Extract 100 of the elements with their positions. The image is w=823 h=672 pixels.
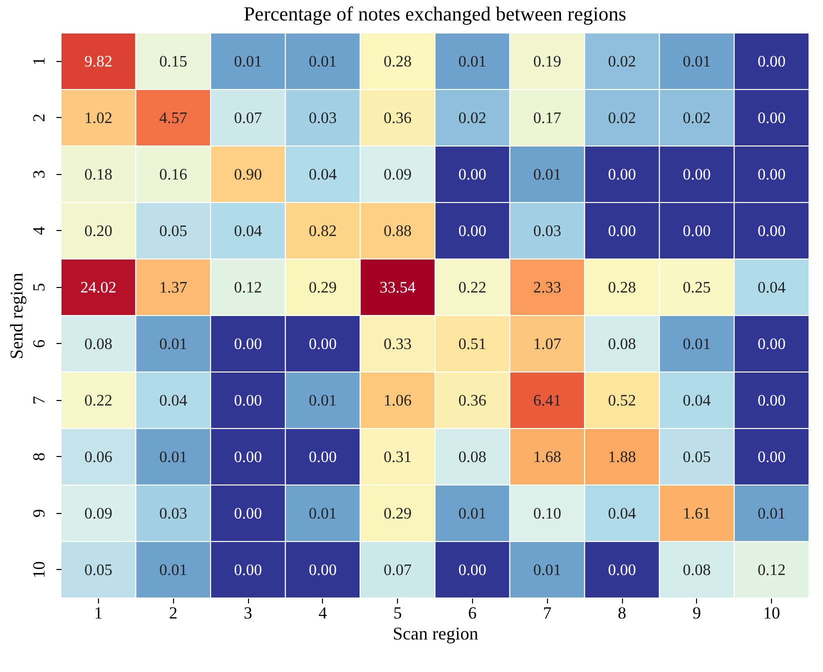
data-label: 0.01 (682, 53, 711, 70)
x-tick-label: 5 (393, 604, 402, 622)
data-label: 0.05 (159, 222, 188, 240)
data-label: 0.00 (458, 562, 486, 579)
data-label: 0.00 (458, 166, 486, 184)
data-label: 1.88 (608, 448, 636, 466)
data-label: 0.03 (159, 505, 188, 522)
data-label: 0.06 (84, 448, 112, 466)
y-tick-label: 5 (30, 283, 48, 292)
data-label: 0.36 (384, 110, 412, 127)
data-label: 0.28 (608, 279, 636, 296)
data-label: 0.09 (384, 166, 412, 184)
data-label: 0.08 (682, 562, 711, 579)
data-label: 0.00 (758, 448, 786, 466)
x-tick-label: 3 (244, 604, 252, 622)
data-label: 0.00 (234, 562, 262, 579)
data-label: 24.02 (80, 279, 116, 296)
y-tick-label: 9 (30, 509, 48, 518)
data-label: 1.68 (533, 448, 562, 466)
data-label: 0.02 (608, 110, 636, 127)
data-label: 0.12 (234, 279, 262, 296)
data-label: 0.00 (682, 222, 711, 240)
data-label: 6.41 (533, 392, 562, 410)
data-label: 1.07 (533, 336, 562, 353)
y-axis-title: Send region (6, 272, 26, 360)
y-tick-label: 6 (30, 340, 48, 348)
data-label: 0.01 (533, 166, 562, 184)
y-tick-label: 1 (30, 57, 48, 66)
data-label: 0.09 (84, 505, 112, 522)
data-label: 0.01 (458, 505, 486, 522)
data-label: 0.05 (682, 448, 711, 466)
data-label: 0.31 (384, 448, 412, 466)
data-label: 4.57 (159, 110, 188, 127)
data-label: 0.28 (384, 53, 412, 70)
data-label: 0.03 (533, 222, 562, 240)
chart-title: Percentage of notes exchanged between regions (244, 4, 627, 26)
data-label: 0.05 (84, 562, 112, 579)
data-label: 0.00 (608, 166, 636, 184)
data-label: 0.00 (758, 222, 786, 240)
data-label: 0.00 (682, 166, 711, 184)
data-label: 1.06 (384, 392, 412, 410)
data-label: 0.07 (234, 110, 262, 127)
data-label: 0.04 (234, 222, 262, 240)
data-label: 0.00 (234, 505, 262, 522)
data-label: 0.90 (234, 166, 262, 184)
data-label: 0.02 (608, 53, 636, 70)
x-tick-label: 10 (763, 604, 780, 622)
data-label: 0.16 (159, 166, 188, 184)
data-label: 2.33 (533, 279, 562, 296)
data-label: 0.08 (458, 448, 486, 466)
x-axis-title: Scan region (392, 624, 478, 644)
x-tick-label: 8 (618, 604, 626, 622)
y-tick-label: 4 (30, 226, 48, 235)
data-label: 0.25 (682, 279, 711, 296)
data-label: 0.04 (308, 166, 337, 184)
data-label: 0.18 (84, 166, 112, 184)
data-label: 1.37 (159, 279, 188, 296)
data-label: 0.29 (308, 279, 337, 296)
data-label: 0.02 (682, 110, 711, 127)
data-label: 0.19 (533, 53, 562, 70)
data-label: 0.00 (234, 448, 262, 466)
data-label: 0.04 (682, 392, 711, 410)
data-label: 0.10 (533, 505, 562, 522)
data-label: 0.00 (758, 166, 786, 184)
data-label: 0.08 (608, 336, 636, 353)
data-label: 0.12 (758, 562, 786, 579)
x-tick-label: 4 (318, 604, 328, 622)
data-label: 0.01 (234, 53, 262, 70)
data-label: 0.82 (308, 222, 337, 240)
data-label: 0.00 (234, 336, 262, 353)
data-label: 0.01 (159, 336, 188, 353)
data-label: 0.00 (458, 222, 486, 240)
data-label: 0.00 (758, 336, 786, 353)
data-label: 0.08 (84, 336, 112, 353)
data-label: 0.00 (308, 336, 337, 353)
data-label: 0.15 (159, 53, 188, 70)
data-label: 9.82 (84, 53, 112, 70)
data-label: 33.54 (380, 279, 416, 296)
data-label: 0.00 (234, 392, 262, 410)
data-label: 0.00 (758, 53, 786, 70)
data-label: 0.51 (458, 336, 486, 353)
x-tick-label: 2 (168, 604, 178, 622)
y-tick-label: 7 (30, 396, 48, 404)
data-label: 0.01 (308, 53, 337, 70)
data-label: 0.01 (308, 505, 337, 522)
y-tick-label: 10 (30, 561, 48, 578)
data-label: 0.00 (308, 448, 337, 466)
data-label: 0.36 (458, 392, 486, 410)
data-label: 0.00 (608, 562, 636, 579)
y-tick-label: 3 (30, 170, 48, 178)
data-label: 0.88 (384, 222, 412, 240)
data-label: 0.01 (308, 392, 337, 410)
data-label: 0.17 (533, 110, 562, 127)
x-tick-label: 1 (94, 604, 103, 622)
data-label: 0.01 (682, 336, 711, 353)
data-label: 0.04 (758, 279, 786, 296)
data-label: 1.61 (682, 505, 711, 522)
y-tick-label: 2 (30, 114, 48, 122)
data-label: 0.00 (758, 110, 786, 127)
data-label: 0.00 (758, 392, 786, 410)
